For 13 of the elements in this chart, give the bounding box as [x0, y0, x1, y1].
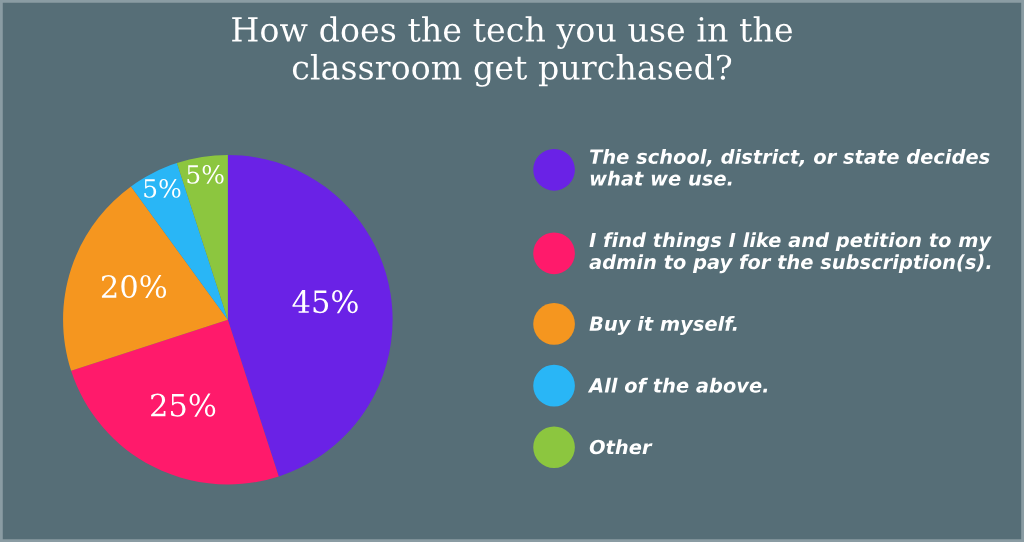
- legend-label: Other: [589, 439, 653, 455]
- data-label: 5%: [187, 164, 224, 184]
- legend-label: The school, district, or state decides what we use.: [589, 148, 990, 186]
- data-label: 5%: [144, 178, 181, 198]
- data-label: 45%: [292, 290, 358, 314]
- legend-label: I find things I like and petition to my admin to pay for the subscription(s).: [589, 232, 992, 274]
- pie-slice: [227, 155, 393, 477]
- chart-title: How does the tech you use in the classroom get purchased?: [232, 16, 792, 87]
- legend-label: Buy it myself.: [589, 315, 737, 335]
- data-label: 25%: [151, 393, 216, 417]
- data-label: 20%: [101, 274, 167, 299]
- pie-slice: [71, 319, 279, 485]
- legend-label: All of the above.: [587, 377, 768, 393]
